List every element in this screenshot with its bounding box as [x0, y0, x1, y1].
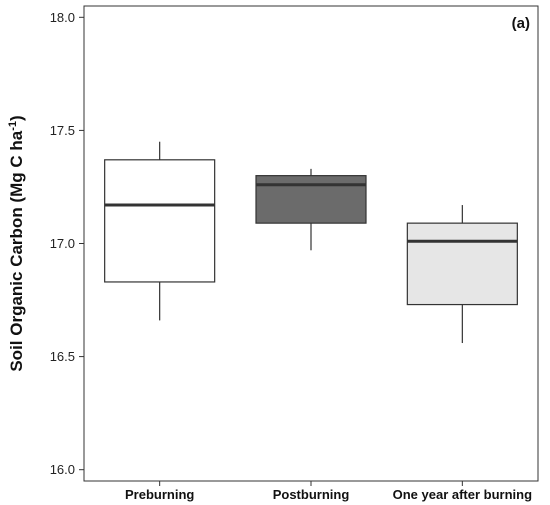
y-tick-label-4: 18.0 [50, 10, 75, 25]
box-2-iqr [406, 222, 518, 306]
y-axis-title-superscript: -1 [7, 121, 19, 131]
box-1-iqr [255, 175, 367, 224]
y-axis-title-close: ) [7, 115, 26, 121]
box-0 [104, 141, 216, 321]
y-axis-title: Soil Organic Carbon (Mg C ha-1) [7, 115, 26, 371]
y-tick-label-3: 17.5 [50, 123, 75, 138]
x-axis: Preburning Postburning One year after burn… [125, 481, 532, 502]
y-tick-label-2: 17.0 [50, 236, 75, 251]
y-tick-label-0: 16.0 [50, 462, 75, 477]
box-1 [255, 168, 367, 251]
y-axis-title-main: Soil Organic Carbon (Mg C ha [7, 130, 26, 371]
y-tick-label-1: 16.5 [50, 349, 75, 364]
x-category-label-2: One year after burning [393, 487, 532, 502]
box-series [104, 141, 518, 344]
x-category-label-0: Preburning [125, 487, 194, 502]
box-0-iqr [104, 159, 216, 283]
box-2 [406, 205, 518, 344]
y-axis: 16.0 16.5 17.0 17.5 18.0 [50, 10, 84, 477]
panel-label: (a) [512, 15, 530, 32]
x-category-label-1: Postburning [273, 487, 350, 502]
